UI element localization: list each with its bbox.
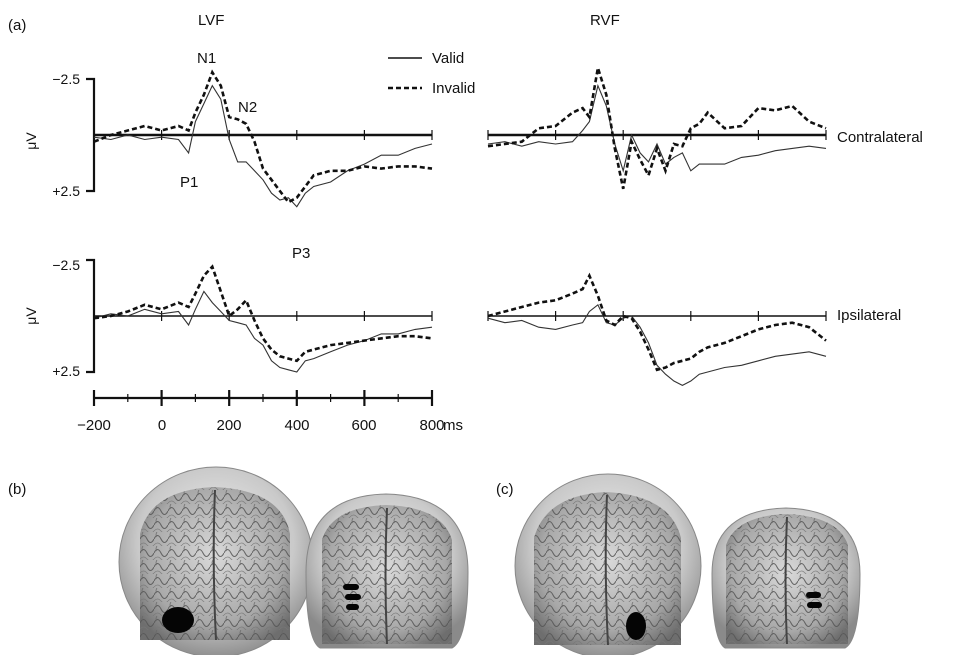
- y-tick-label-bottom: +2.5: [52, 363, 80, 379]
- trace-invalid-rvf-ipsilateral: [487, 272, 827, 372]
- trace-invalid-rvf-contralateral: [487, 67, 827, 190]
- time-tick-label: 200: [216, 417, 241, 434]
- baseline-ticks: [93, 130, 827, 321]
- component-label-p3: P3: [292, 245, 310, 262]
- legend: Valid Invalid: [388, 50, 475, 97]
- brain-render-c-back-view: [711, 507, 861, 649]
- brain-render-b-top-view: [118, 466, 314, 655]
- activation-blob: [346, 604, 359, 610]
- row-label-contralateral: Contralateral: [837, 129, 923, 146]
- y-axis-title: μV: [23, 307, 39, 325]
- y-axis-line: [86, 77, 96, 193]
- y-tick-label-top: −2.5: [52, 71, 80, 87]
- activation-blob: [162, 607, 194, 633]
- time-axis: −200 0 200 400 600 800 ms: [77, 390, 463, 434]
- activation-blob: [343, 584, 359, 590]
- brain-render-b-back-view: [305, 493, 469, 649]
- brain-render-c-top-view: [514, 473, 702, 655]
- trace-valid-lvf-contralateral: [93, 84, 433, 208]
- erp-traces: [93, 67, 827, 387]
- y-axis-top-left: −2.5 +2.5 μV: [23, 71, 96, 199]
- legend-invalid-label: Invalid: [432, 80, 475, 97]
- trace-valid-rvf-contralateral: [487, 83, 827, 173]
- panel-label-c: (c): [496, 481, 514, 498]
- activation-blob: [626, 612, 646, 640]
- trace-valid-lvf-ipsilateral: [93, 290, 433, 373]
- y-tick-label-top: −2.5: [52, 257, 80, 273]
- time-tick-label: 800: [419, 417, 444, 434]
- column-title-rvf: RVF: [590, 12, 620, 29]
- time-tick-label: 400: [284, 417, 309, 434]
- trace-valid-rvf-ipsilateral: [487, 303, 827, 387]
- component-label-n1: N1: [197, 50, 216, 67]
- activation-blob: [345, 594, 361, 600]
- time-axis-ticks: [92, 390, 434, 406]
- y-axis-title: μV: [23, 132, 39, 150]
- activation-blob: [806, 592, 821, 598]
- panel-label-a: (a): [8, 17, 26, 34]
- trace-invalid-lvf-contralateral: [93, 69, 433, 204]
- legend-valid-label: Valid: [432, 50, 464, 67]
- time-axis-unit: ms: [443, 417, 463, 434]
- row-label-ipsilateral: Ipsilateral: [837, 307, 901, 324]
- y-tick-label-bottom: +2.5: [52, 183, 80, 199]
- time-tick-label: 0: [158, 417, 166, 434]
- activation-blob: [807, 602, 822, 608]
- baselines: [94, 133, 826, 317]
- panel-label-b: (b): [8, 481, 26, 498]
- component-label-n2: N2: [238, 99, 257, 116]
- time-tick-label: −200: [77, 417, 111, 434]
- y-axis-line: [86, 258, 96, 374]
- component-label-p1: P1: [180, 174, 198, 191]
- y-axis-bottom-left: −2.5 +2.5 μV: [23, 257, 96, 379]
- trace-invalid-lvf-ipsilateral: [93, 264, 433, 363]
- column-title-lvf: LVF: [198, 12, 224, 29]
- time-tick-label: 600: [351, 417, 376, 434]
